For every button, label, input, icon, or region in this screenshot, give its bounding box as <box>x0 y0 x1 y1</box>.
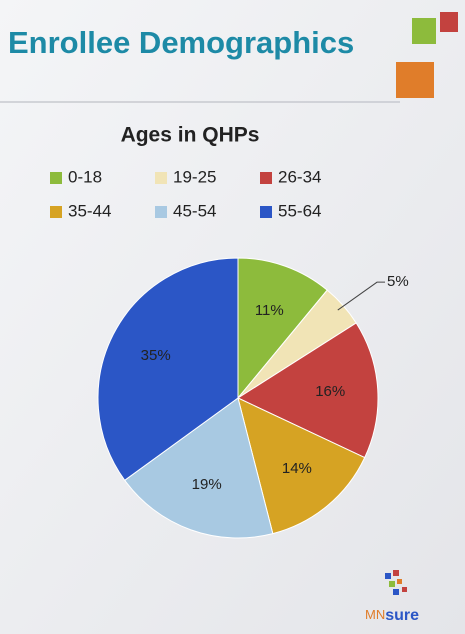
data-label: 19% <box>192 476 222 493</box>
legend-swatch <box>155 206 167 218</box>
data-label: 11% <box>255 302 284 319</box>
pie-slice <box>237 397 366 535</box>
legend-swatch <box>50 206 62 218</box>
logo-text: MNsure <box>365 607 419 624</box>
logo-mn: MN <box>365 607 385 622</box>
logo-icon <box>385 570 407 595</box>
data-label: 16% <box>315 383 345 400</box>
logo-sure: sure <box>385 607 419 624</box>
legend-label: 0-18 <box>68 167 102 186</box>
chart-title: Ages in QHPs <box>121 124 260 147</box>
data-label: 5% <box>387 273 409 290</box>
pie-slice <box>236 322 379 459</box>
deco-square <box>412 18 436 44</box>
legend-label: 55-64 <box>278 201 321 220</box>
legend-label: 45-54 <box>173 201 216 220</box>
legend-swatch <box>260 206 272 218</box>
pie-slice <box>97 257 239 481</box>
legend-swatch <box>155 172 167 184</box>
leader-line <box>337 281 386 311</box>
data-label: 35% <box>141 347 171 364</box>
deco-square <box>396 62 434 98</box>
slide-title: Enrollee Demographics <box>8 25 354 60</box>
legend-label: 19-25 <box>173 167 216 186</box>
legend-swatch <box>50 172 62 184</box>
legend-swatch <box>260 172 272 184</box>
pie-slice <box>124 397 274 539</box>
data-label: 14% <box>282 460 312 477</box>
pie-slice <box>237 257 328 400</box>
deco-square <box>440 12 458 32</box>
legend-label: 26-34 <box>278 167 321 186</box>
legend-label: 35-44 <box>68 201 111 220</box>
